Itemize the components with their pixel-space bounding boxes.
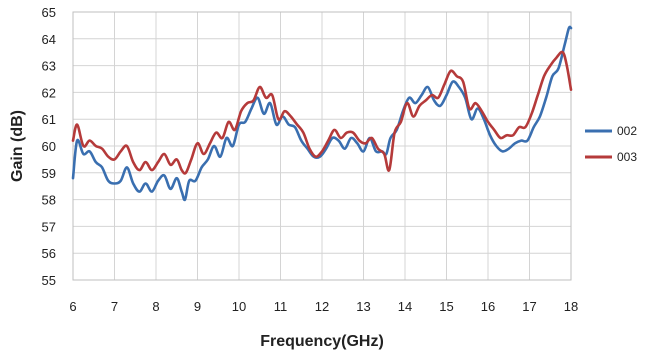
legend: 002 003 (585, 124, 637, 164)
plot-area (72, 11, 572, 281)
y-tick-label: 59 (42, 166, 56, 181)
y-axis-ticks: 55 56 57 58 59 60 61 62 63 64 65 (42, 5, 56, 288)
legend-label-003: 003 (617, 150, 637, 164)
y-tick-label: 63 (42, 59, 56, 74)
y-tick-label: 62 (42, 85, 56, 100)
series-group (71, 25, 573, 202)
x-axis-title: Frequency(GHz) (260, 333, 384, 350)
y-tick-label: 61 (42, 112, 56, 127)
y-tick-label: 58 (42, 193, 56, 208)
y-tick-label: 65 (42, 5, 56, 20)
y-tick-label: 60 (42, 139, 56, 154)
x-tick-label: 6 (69, 299, 76, 314)
x-tick-label: 12 (315, 299, 329, 314)
y-tick-label: 57 (42, 219, 56, 234)
x-tick-label: 17 (522, 299, 536, 314)
y-tick-label: 64 (42, 32, 56, 47)
series-line-003 (71, 50, 573, 175)
x-tick-label: 7 (111, 299, 118, 314)
x-axis-ticks: 6 7 8 9 10 11 12 13 14 15 16 17 18 (69, 299, 578, 314)
y-axis-title: Gain (dB) (9, 110, 26, 182)
x-tick-label: 16 (481, 299, 495, 314)
y-tick-label: 55 (42, 273, 56, 288)
legend-label-002: 002 (617, 124, 637, 138)
x-tick-label: 15 (439, 299, 453, 314)
x-tick-label: 10 (232, 299, 246, 314)
x-tick-label: 11 (274, 299, 288, 314)
series-line-002 (71, 25, 573, 202)
y-tick-label: 56 (42, 246, 56, 261)
x-tick-label: 18 (564, 299, 578, 314)
x-tick-label: 9 (194, 299, 201, 314)
x-tick-label: 8 (152, 299, 159, 314)
x-tick-label: 14 (398, 299, 412, 314)
x-tick-label: 13 (356, 299, 370, 314)
